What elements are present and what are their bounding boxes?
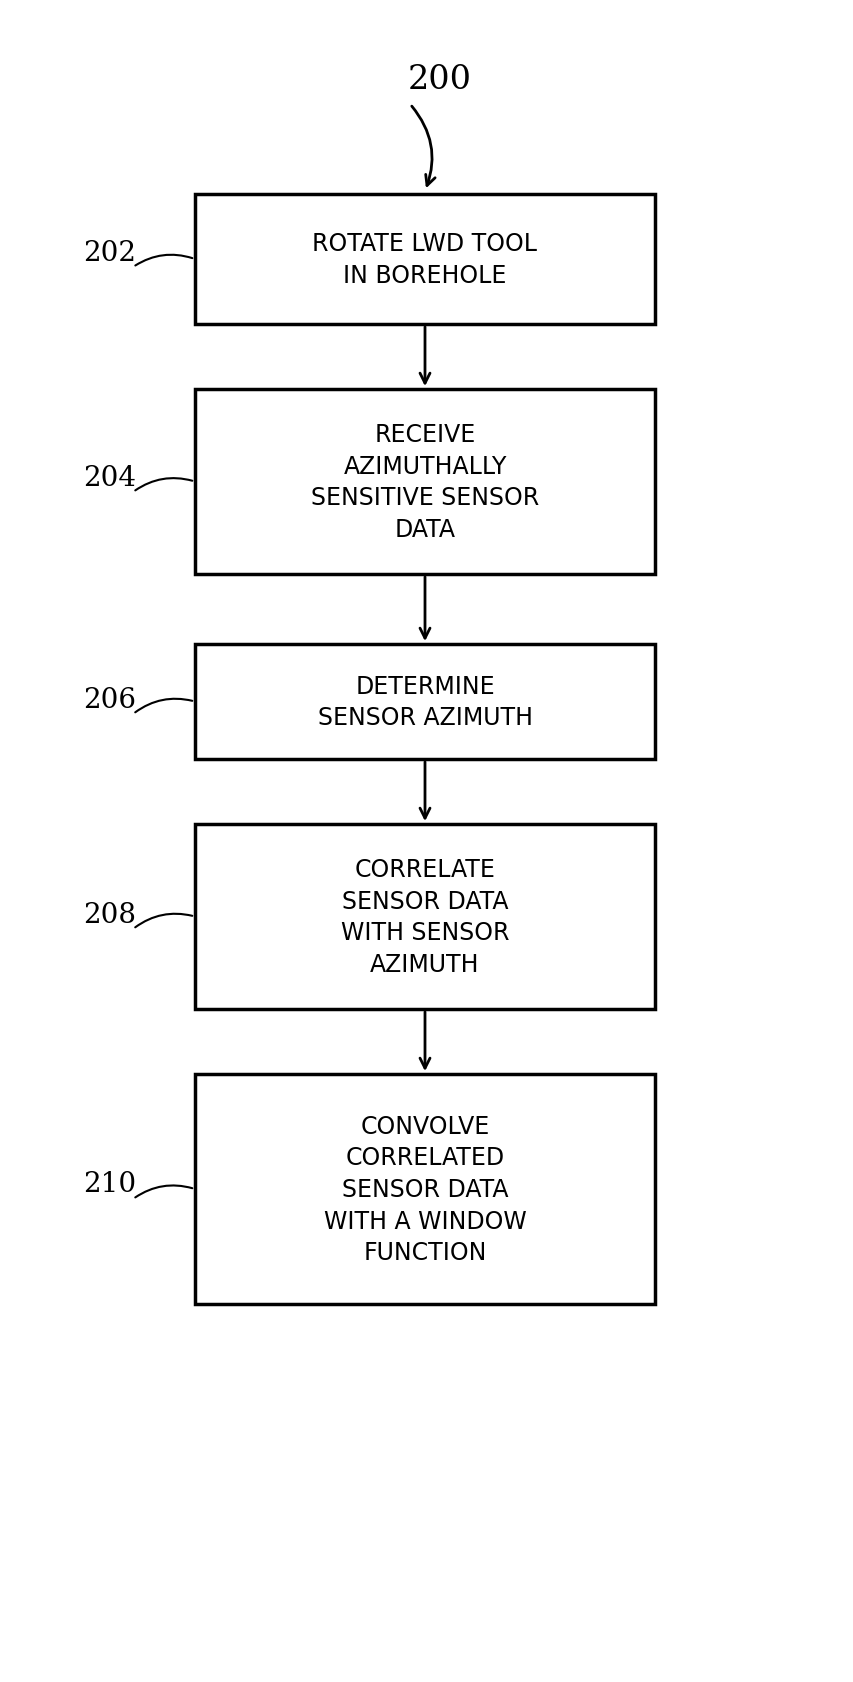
Text: CONVOLVE
CORRELATED
SENSOR DATA
WITH A WINDOW
FUNCTION: CONVOLVE CORRELATED SENSOR DATA WITH A W… [323,1113,525,1265]
FancyArrowPatch shape [135,1186,192,1198]
FancyArrowPatch shape [135,915,192,928]
Text: DETERMINE
SENSOR AZIMUTH: DETERMINE SENSOR AZIMUTH [317,674,532,730]
FancyArrowPatch shape [420,762,430,819]
FancyArrowPatch shape [420,328,430,383]
FancyArrowPatch shape [135,479,192,491]
Text: 208: 208 [84,902,136,928]
FancyArrowPatch shape [420,1013,430,1068]
Text: 200: 200 [408,64,472,96]
Text: 204: 204 [84,464,136,491]
Text: CORRELATE
SENSOR DATA
WITH SENSOR
AZIMUTH: CORRELATE SENSOR DATA WITH SENSOR AZIMUT… [340,858,508,976]
FancyArrowPatch shape [420,577,430,639]
Text: ROTATE LWD TOOL
IN BOREHOLE: ROTATE LWD TOOL IN BOREHOLE [312,232,537,288]
Text: 210: 210 [84,1171,136,1198]
Bar [194,195,654,325]
Bar [194,644,654,760]
FancyArrowPatch shape [411,108,435,187]
Text: RECEIVE
AZIMUTHALLY
SENSITIVE SENSOR
DATA: RECEIVE AZIMUTHALLY SENSITIVE SENSOR DAT… [310,422,538,542]
Bar [194,1075,654,1304]
Text: 202: 202 [84,239,136,266]
Bar [194,824,654,1009]
Bar [194,390,654,575]
Text: 206: 206 [84,686,136,713]
FancyArrowPatch shape [135,256,192,266]
FancyArrowPatch shape [135,700,192,713]
